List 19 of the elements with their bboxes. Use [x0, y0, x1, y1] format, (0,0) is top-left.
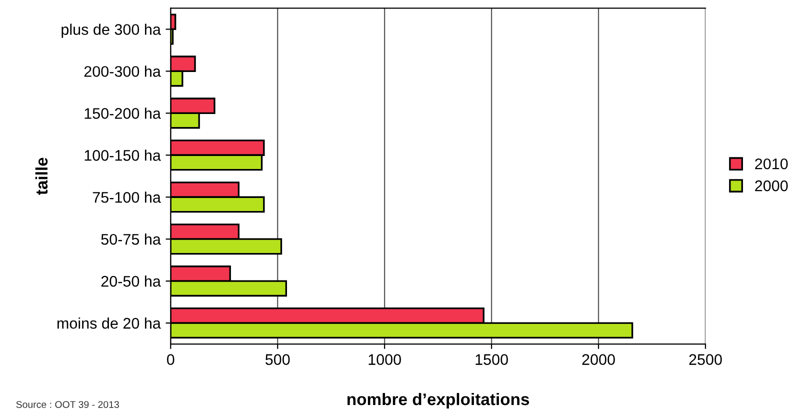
- legend-label: 2000: [755, 180, 788, 192]
- y-tick-label: 75-100 ha: [92, 192, 161, 203]
- x-tick-label: 1000: [368, 354, 401, 365]
- source-note: Source : OOT 39 - 2013: [16, 401, 119, 408]
- x-tick-label: 0: [166, 354, 174, 365]
- y-tick-label: moins de 20 ha: [57, 318, 161, 329]
- legend-label: 2010: [755, 158, 788, 170]
- y-tick-label: 150-200 ha: [84, 108, 161, 119]
- x-tick-label: 500: [265, 354, 290, 365]
- x-tick-label: 2000: [582, 354, 615, 365]
- y-tick-label: 200-300 ha: [84, 66, 161, 77]
- x-tick-label: 1500: [476, 354, 508, 365]
- y-tick-label: 100-150 ha: [84, 150, 161, 161]
- y-tick-label: 20-50 ha: [101, 276, 161, 287]
- y-axis-title: taille: [35, 158, 48, 195]
- y-tick-label: plus de 300 ha: [62, 24, 161, 38]
- x-tick-label: 2500: [689, 354, 722, 365]
- y-tick-label: 50-75 ha: [101, 234, 161, 245]
- x-axis-title: nombre d’exploitations: [347, 392, 530, 409]
